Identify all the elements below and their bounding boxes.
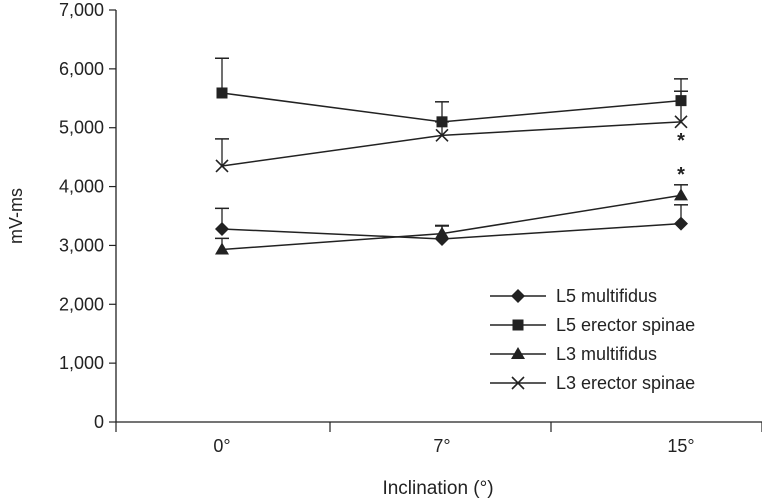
legend-marker-triangle — [511, 347, 525, 359]
series-line-l5-multifidus — [221, 222, 682, 240]
legend-label: L3 erector spinae — [556, 373, 695, 393]
y-tick-label: 4,000 — [59, 177, 104, 197]
series-line-l3-erector-spinae — [221, 121, 682, 167]
significance-asterisk: * — [677, 130, 685, 152]
series-line-l5-erector-spinae — [221, 92, 682, 123]
x-tick-label: 0° — [213, 436, 230, 456]
y-axis-label: mV-ms — [6, 188, 26, 244]
y-tick-label: 5,000 — [59, 118, 104, 138]
y-tick-label: 7,000 — [59, 0, 104, 20]
series-line-l3-multifidus — [221, 194, 682, 251]
y-tick-label: 1,000 — [59, 353, 104, 373]
data-point-triangle — [435, 226, 449, 239]
legend-label: L3 multifidus — [556, 344, 657, 364]
data-point-x — [215, 159, 229, 173]
data-point-diamond — [215, 221, 229, 236]
y-tick-label: 6,000 — [59, 59, 104, 79]
legend-label: L5 erector spinae — [556, 315, 695, 335]
data-point-square — [216, 87, 228, 99]
x-tick-label: 7° — [433, 436, 450, 456]
legend-marker-square — [512, 319, 524, 331]
legend-marker-x — [511, 376, 525, 390]
y-tick-label: 2,000 — [59, 294, 104, 314]
data-point-triangle — [674, 188, 688, 201]
legend-label: L5 multifidus — [556, 286, 657, 306]
x-axis-label: Inclination (°) — [382, 478, 493, 499]
significance-asterisk: * — [677, 164, 685, 186]
y-tick-label: 3,000 — [59, 235, 104, 255]
legend-marker-diamond — [511, 289, 525, 303]
x-tick-label: 15° — [667, 436, 694, 456]
data-point-x — [435, 128, 449, 142]
data-point-diamond — [674, 216, 688, 231]
y-tick-label: 0 — [94, 412, 104, 432]
data-point-x — [674, 115, 688, 129]
data-point-triangle — [215, 242, 229, 255]
